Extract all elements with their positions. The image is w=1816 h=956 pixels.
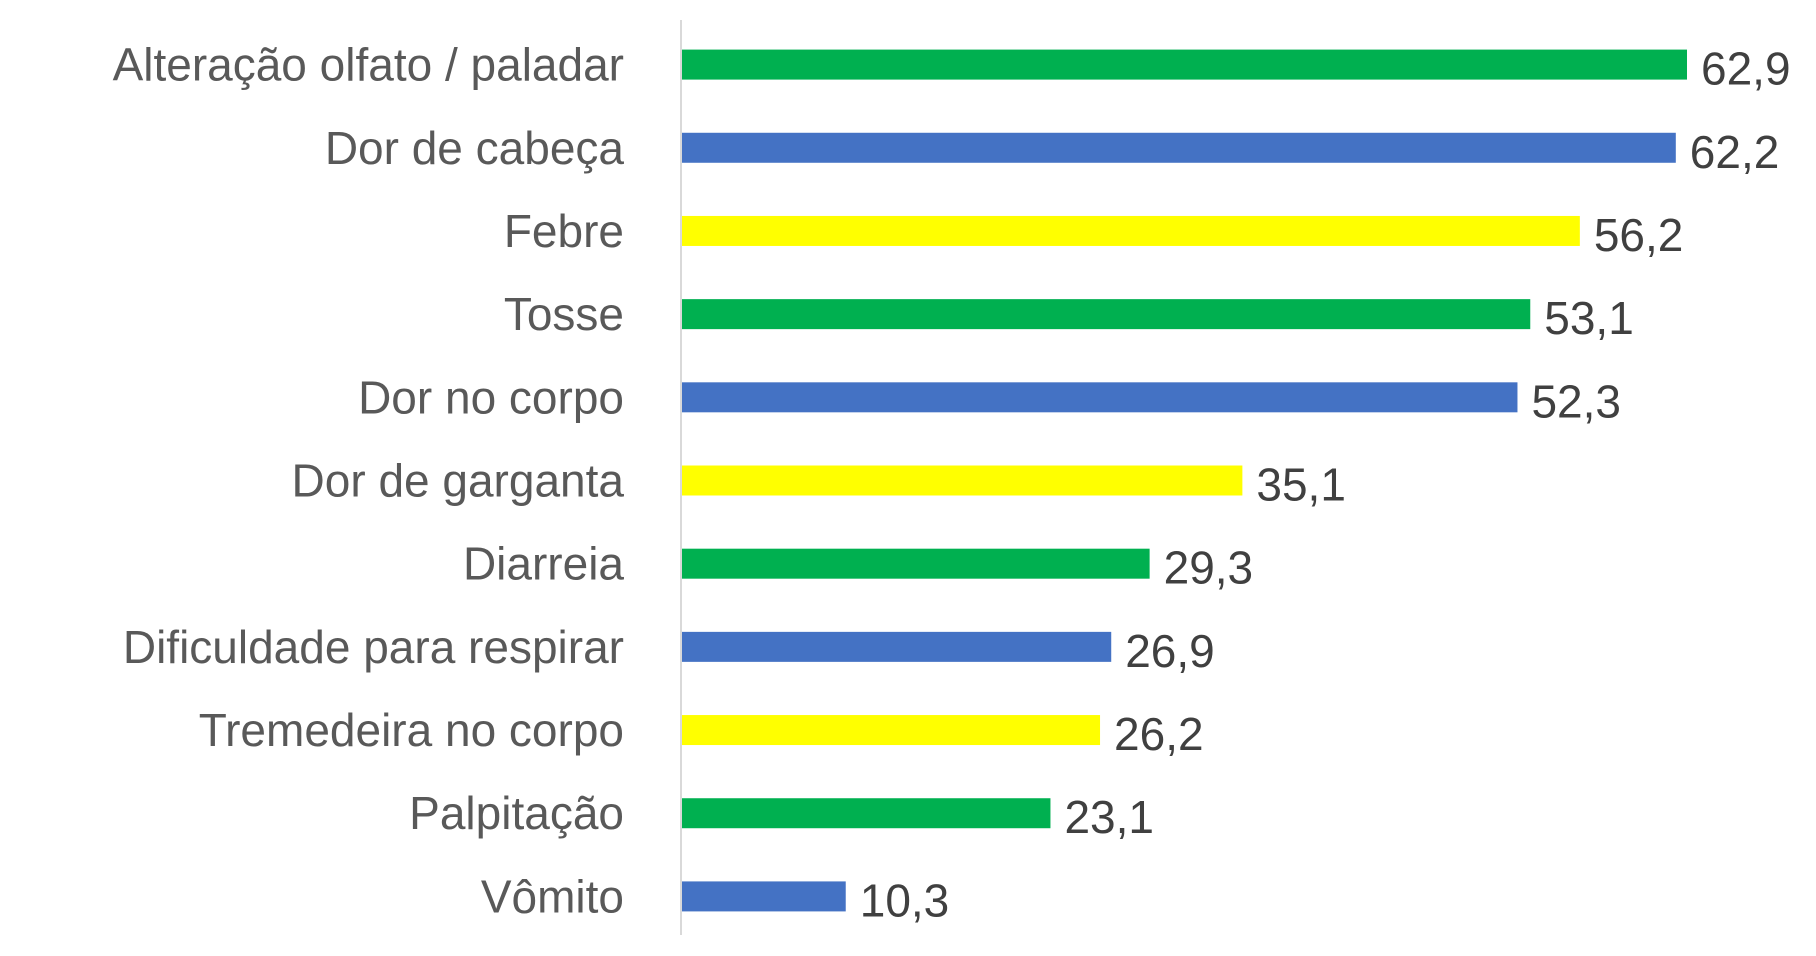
bar-6 <box>681 465 1243 496</box>
category-label: Febre <box>504 205 624 257</box>
bar-1 <box>681 49 1687 80</box>
bar-7 <box>681 548 1150 579</box>
category-label: Dor no corpo <box>358 371 624 423</box>
category-label: Tremedeira no corpo <box>199 704 624 756</box>
category-label: Alteração olfato / paladar <box>113 39 624 91</box>
category-label: Vômito <box>481 870 624 922</box>
bars-layer <box>681 49 1687 912</box>
bar-4 <box>681 299 1531 330</box>
category-label: Dor de cabeça <box>325 122 625 174</box>
data-label: 52,3 <box>1531 375 1621 427</box>
bar-3 <box>681 215 1580 246</box>
bar-2 <box>681 132 1676 163</box>
data-label: 23,1 <box>1064 791 1154 843</box>
bar-9 <box>681 715 1101 746</box>
category-label: Dificuldade para respirar <box>123 621 624 673</box>
category-labels: Alteração olfato / paladar Dor de cabeça F… <box>113 39 625 923</box>
data-label: 26,9 <box>1125 625 1215 677</box>
data-label: 62,9 <box>1701 43 1791 95</box>
data-label: 62,2 <box>1690 126 1780 178</box>
bar-10 <box>681 798 1051 829</box>
data-label: 56,2 <box>1594 209 1684 261</box>
data-label: 35,1 <box>1256 459 1346 511</box>
category-label: Diarreia <box>463 538 624 590</box>
bar-5 <box>681 382 1518 413</box>
bar-11 <box>681 881 846 912</box>
value-labels: 62,9 62,256,2 53,1 52,3 35,129,3 26,9 26,2 23,1… <box>860 43 1791 927</box>
data-label: 29,3 <box>1164 542 1254 594</box>
category-label: Palpitação <box>409 787 624 839</box>
data-label: 26,2 <box>1114 708 1204 760</box>
bar-8 <box>681 631 1112 662</box>
category-label: Tosse <box>504 288 624 340</box>
data-label: 53,1 <box>1544 292 1634 344</box>
data-label: 10,3 <box>860 874 950 926</box>
category-label: Dor de garganta <box>292 455 625 507</box>
